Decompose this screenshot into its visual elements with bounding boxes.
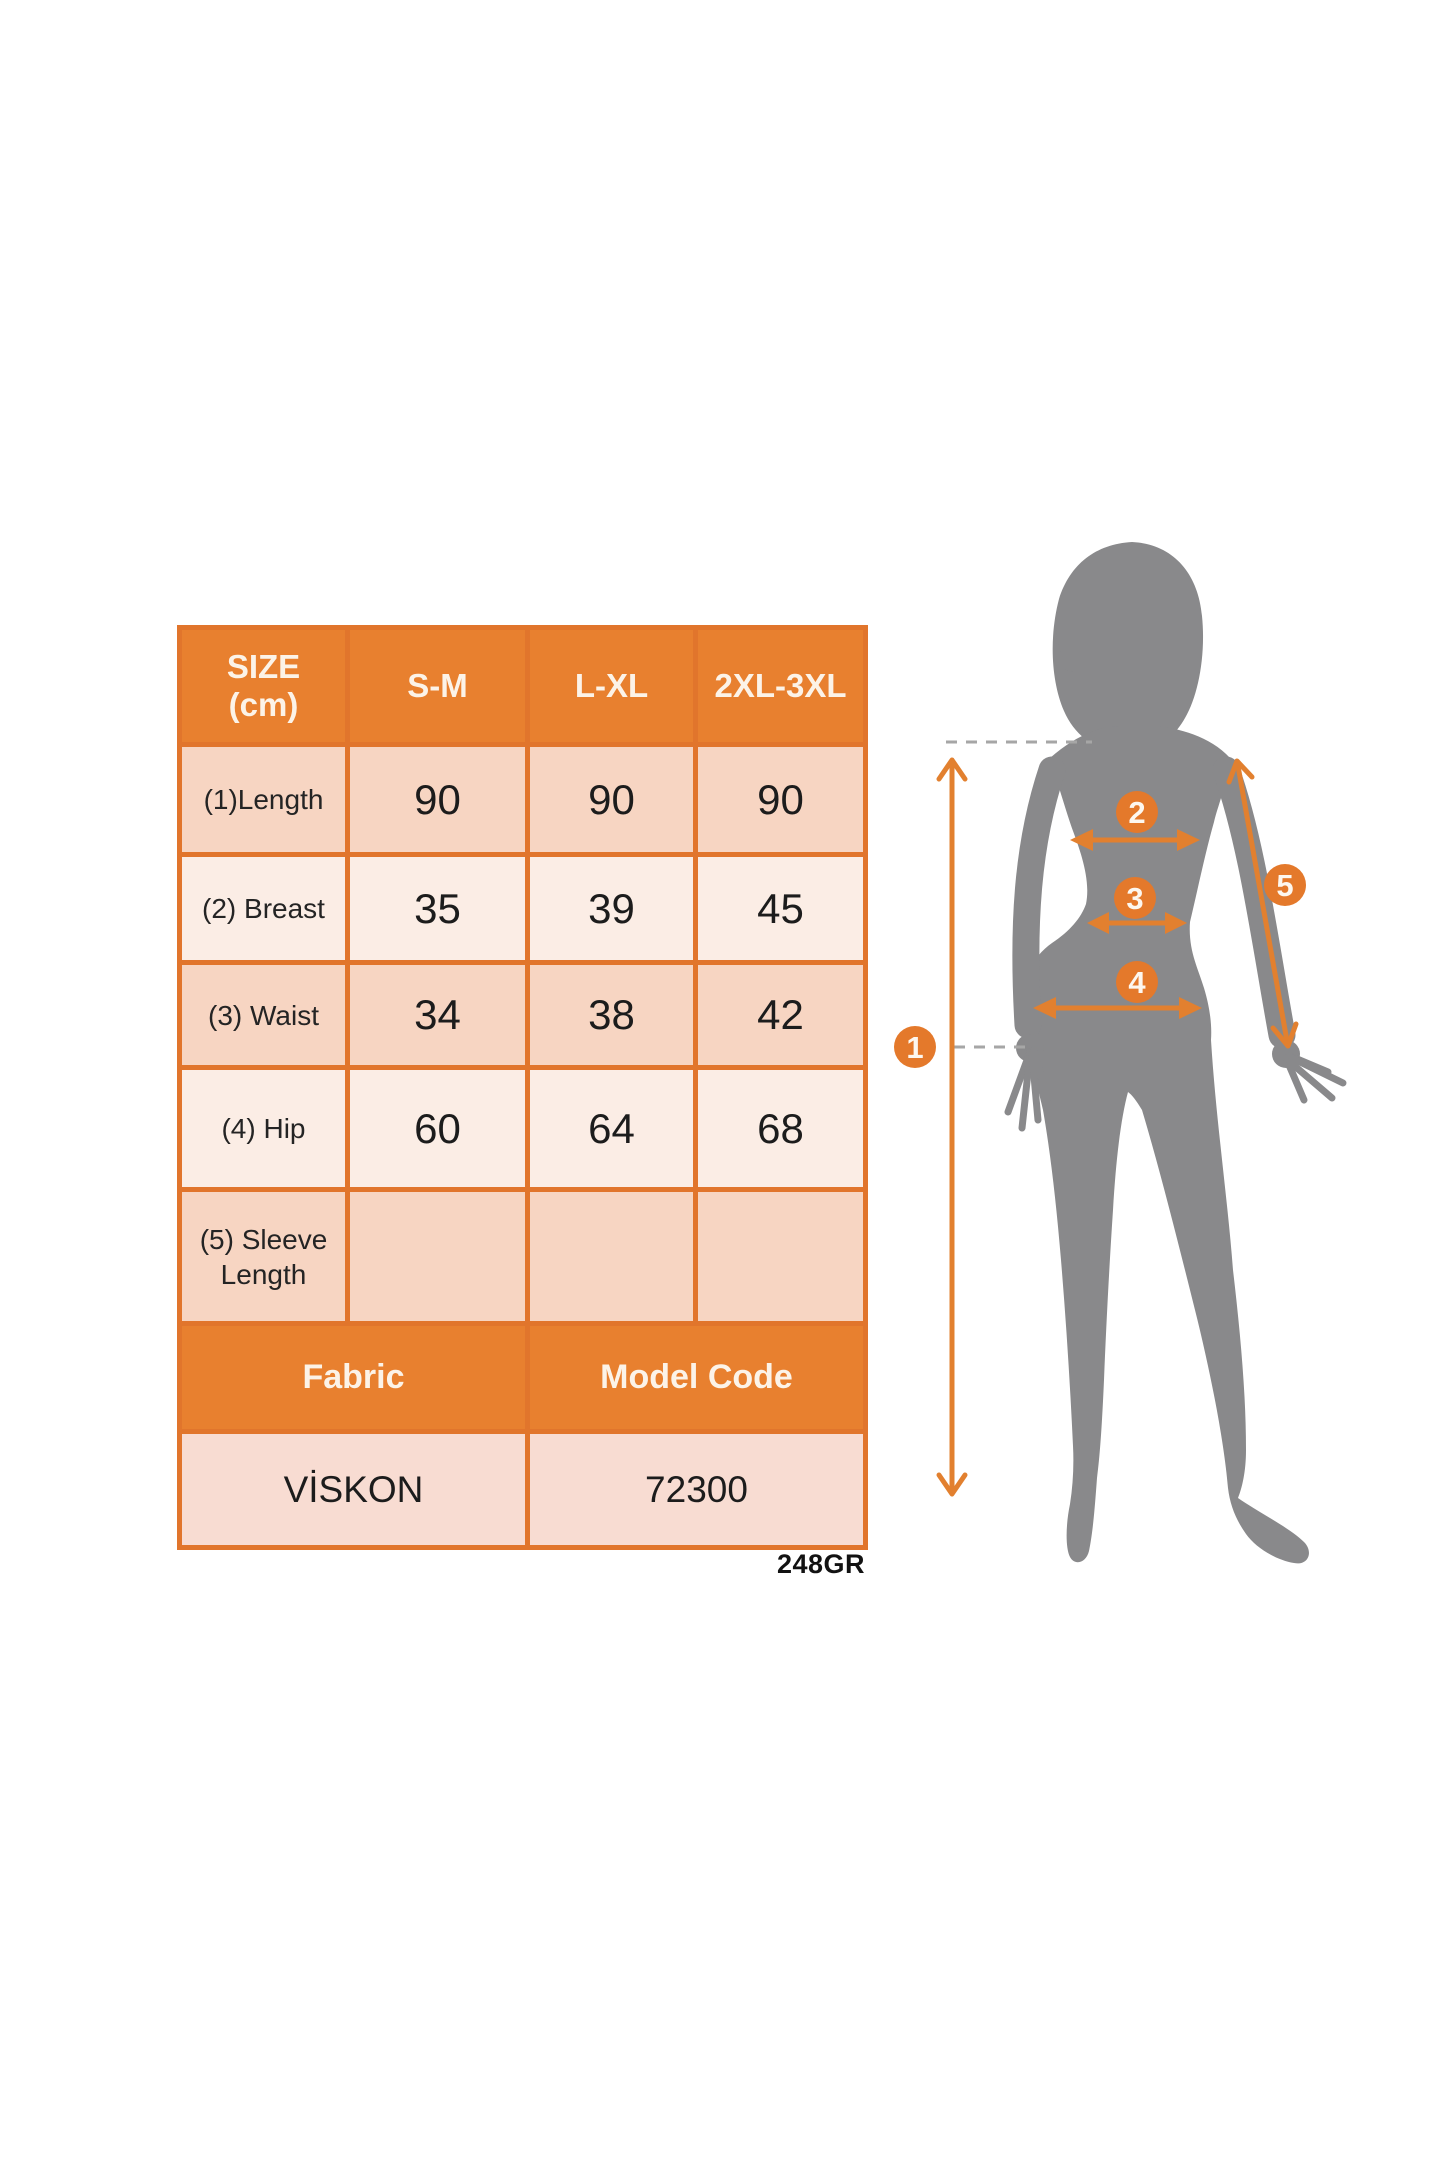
- measure-point-5-label: 5: [1276, 868, 1293, 903]
- size-header-line2: (cm): [228, 686, 299, 723]
- silhouette-body: [1020, 726, 1309, 1564]
- waist-arrow: [1087, 912, 1187, 934]
- measure-point-1-label: 1: [906, 1030, 923, 1065]
- table-row-breast: (2) Breast 35 39 45: [177, 852, 868, 965]
- value-breast-s-m: 35: [345, 852, 530, 965]
- silhouette-hair-flick: [1056, 618, 1073, 672]
- column-header-2xl-3xl: 2XL-3XL: [693, 625, 868, 747]
- value-length-l-xl: 90: [525, 742, 698, 857]
- female-silhouette: [1004, 542, 1347, 1564]
- weight-note: 248GR: [776, 1549, 865, 1579]
- table-row-length: (1)Length 90 90 90: [177, 742, 868, 857]
- value-sleeve-2xl-3xl: [693, 1187, 868, 1326]
- value-breast-2xl-3xl: 45: [693, 852, 868, 965]
- table-header-row: SIZE (cm) S-M L-XL 2XL-3XL: [177, 625, 868, 747]
- fabric-value-cell: VİSKON: [177, 1429, 530, 1550]
- value-sleeve-s-m: [345, 1187, 530, 1326]
- value-hip-s-m: 60: [345, 1065, 530, 1192]
- figure-silhouette-svg: 1 2 3 4 5: [894, 542, 1347, 1564]
- silhouette-head: [1052, 542, 1204, 753]
- measure-point-5-badge: 5: [1264, 864, 1306, 906]
- value-breast-l-xl: 39: [525, 852, 698, 965]
- value-length-s-m: 90: [345, 742, 530, 857]
- row-label-length: (1)Length: [177, 742, 350, 857]
- size-header-line1: SIZE: [226, 648, 301, 686]
- hip-arrow: [1033, 997, 1202, 1019]
- value-waist-s-m: 34: [345, 960, 530, 1070]
- measure-point-3-badge: 3: [1114, 877, 1156, 919]
- model-code-value-cell: 72300: [525, 1429, 868, 1550]
- measure-point-1-badge: 1: [894, 1026, 936, 1068]
- column-header-l-xl: L-XL: [525, 625, 698, 747]
- measure-point-4-badge: 4: [1116, 961, 1158, 1003]
- row-label-breast: (2) Breast: [177, 852, 350, 965]
- row-label-hip: (4) Hip: [177, 1065, 350, 1192]
- table-row-waist: (3) Waist 34 38 42: [177, 960, 868, 1070]
- value-waist-2xl-3xl: 42: [693, 960, 868, 1070]
- table-row-sleeve-length: (5) Sleeve Length: [177, 1187, 868, 1326]
- column-header-s-m: S-M: [345, 625, 530, 747]
- value-sleeve-l-xl: [525, 1187, 698, 1326]
- silhouette-right-arm: [1212, 756, 1296, 1049]
- measure-point-2-label: 2: [1128, 795, 1145, 830]
- measure-point-2-badge: 2: [1116, 791, 1158, 833]
- measure-point-3-label: 3: [1126, 881, 1143, 916]
- row-label-waist: (3) Waist: [177, 960, 350, 1070]
- sleeve-arrow: [1226, 758, 1299, 1049]
- value-waist-l-xl: 38: [525, 960, 698, 1070]
- table-footer-value-row: VİSKON 72300: [177, 1429, 868, 1550]
- silhouette-left-arm: [1012, 756, 1066, 1039]
- table-footer-header-row: Fabric Model Code: [177, 1321, 868, 1434]
- length-arrow: [936, 757, 968, 1497]
- breast-arrow: [1070, 829, 1200, 851]
- model-code-header-cell: Model Code: [525, 1321, 868, 1434]
- size-chart-table: SIZE (cm) S-M L-XL 2XL-3XL (1)Length 90 …: [177, 625, 868, 1550]
- fabric-header-cell: Fabric: [177, 1321, 530, 1434]
- value-hip-l-xl: 64: [525, 1065, 698, 1192]
- value-length-2xl-3xl: 90: [693, 742, 868, 857]
- table-row-hip: (4) Hip 60 64 68: [177, 1065, 868, 1192]
- row-label-sleeve-length: (5) Sleeve Length: [177, 1187, 350, 1326]
- size-header-cell: SIZE (cm): [177, 625, 350, 747]
- value-hip-2xl-3xl: 68: [693, 1065, 868, 1192]
- measure-point-4-label: 4: [1128, 965, 1146, 1000]
